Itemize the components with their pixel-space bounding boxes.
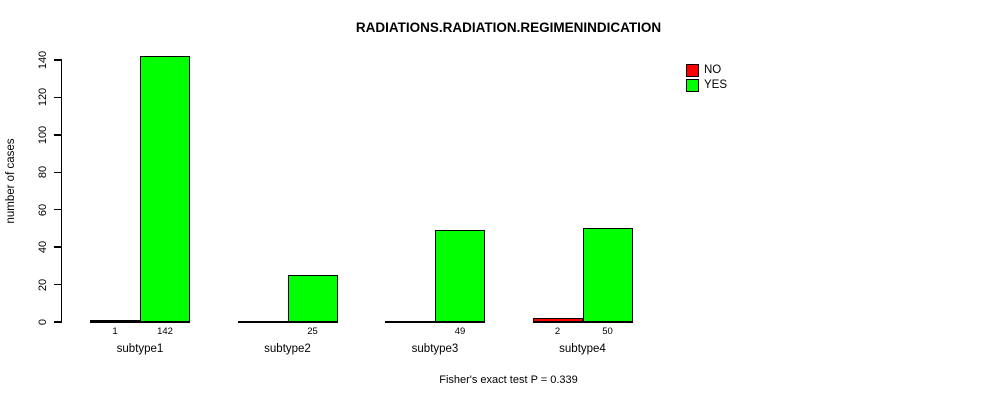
y-tick-mark — [54, 171, 62, 174]
legend-label-yes: YES — [704, 78, 728, 91]
y-tick-label: 140 — [37, 50, 49, 70]
bar-value-label: 1 — [112, 326, 118, 337]
x-category-label-subtype4: subtype4 — [559, 343, 606, 355]
y-tick-label: 60 — [37, 203, 49, 216]
y-tick-mark — [54, 96, 62, 99]
bar-no-subtype4 — [532, 318, 583, 322]
x-category-label-subtype1: subtype1 — [116, 343, 164, 355]
bar-yes-subtype3 — [435, 230, 485, 322]
legend-swatch-yes — [686, 78, 699, 92]
legend-entry-no: NO — [686, 64, 727, 78]
x-category-label-subtype2: subtype2 — [264, 343, 311, 355]
y-tick-label: 120 — [37, 88, 49, 107]
y-tick-label: 20 — [37, 278, 49, 291]
y-tick-mark — [54, 134, 62, 136]
bar-value-label: 50 — [602, 326, 613, 337]
y-tick-label: 0 — [37, 318, 49, 326]
y-tick-label: 80 — [37, 166, 49, 179]
bar-no-subtype1 — [90, 320, 140, 323]
y-tick-mark — [54, 321, 62, 323]
bar-yes-subtype1 — [140, 56, 190, 322]
y-tick-mark — [54, 283, 62, 286]
legend: NO YES — [686, 64, 727, 92]
legend-swatch-no — [686, 64, 699, 78]
y-axis-label: number of cases — [5, 138, 17, 224]
y-tick-mark — [54, 59, 62, 61]
bar-value-label: 142 — [157, 326, 173, 337]
bar-yes-subtype2 — [287, 275, 338, 322]
footnote-fisher-test: Fisher's exact test P = 0.339 — [439, 374, 578, 386]
y-tick-label: 100 — [37, 125, 49, 145]
y-tick-mark — [54, 246, 62, 248]
y-tick-mark — [54, 208, 62, 211]
legend-label-no: NO — [704, 64, 722, 77]
x-category-label-subtype3: subtype3 — [411, 343, 459, 355]
bar-value-label: 25 — [307, 326, 318, 337]
bar-value-label: 49 — [454, 326, 466, 337]
y-tick-label: 40 — [37, 241, 49, 254]
y-axis-line — [60, 59, 62, 323]
bar-yes-subtype4 — [582, 228, 633, 322]
bar-value-label: 2 — [554, 326, 561, 337]
chart-title: RADIATIONS.RADIATION.REGIMENINDICATION — [355, 20, 662, 35]
legend-entry-yes: YES — [686, 78, 728, 93]
